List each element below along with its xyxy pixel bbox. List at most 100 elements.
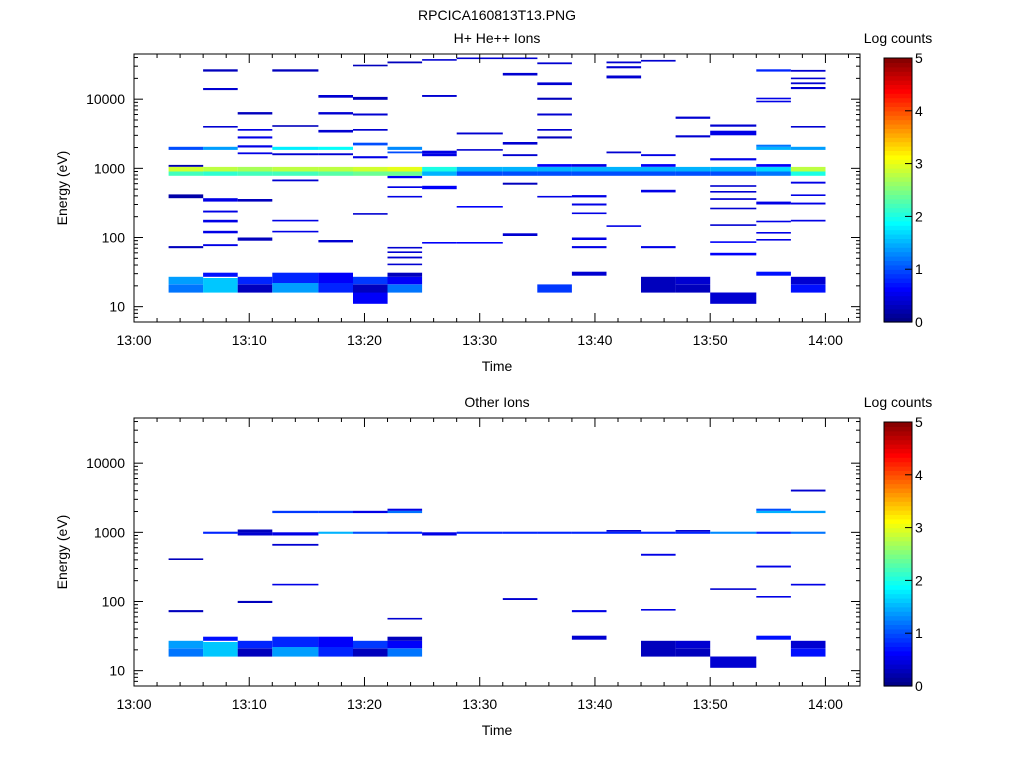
heatmap-cell [790, 489, 826, 492]
colorbar-tick-label: 2 [915, 208, 923, 224]
heatmap-cell [571, 203, 607, 206]
heatmap-cell [710, 124, 757, 127]
heatmap-cell [272, 166, 319, 172]
heatmap-cell [237, 237, 273, 241]
heatmap-cell [537, 62, 572, 65]
colorbar-segment [884, 611, 912, 617]
colorbar-segment [884, 198, 912, 204]
colorbar-segment [884, 628, 912, 634]
x-tick-label: 13:20 [347, 332, 382, 348]
heatmap-cell [387, 186, 423, 188]
heatmap-cell [237, 171, 273, 176]
heatmap-cells [168, 57, 826, 304]
colorbar-segment [884, 461, 912, 467]
heatmap-cell [537, 113, 572, 116]
heatmap-cell [710, 185, 757, 187]
heatmap-cell [318, 153, 353, 156]
heatmap-cell [168, 171, 204, 176]
heatmap-cell [675, 166, 711, 172]
colorbar-tick-label: 5 [915, 50, 923, 66]
colorbar-segment [884, 308, 912, 314]
panel-title: Other Ions [464, 394, 529, 410]
heatmap-cell [606, 166, 642, 172]
colorbar-segment [884, 659, 912, 665]
colorbar-segment [884, 606, 912, 612]
colorbar-segment [884, 584, 912, 590]
y-axis-label: Energy (eV) [54, 515, 70, 590]
colorbar-segment [884, 159, 912, 165]
heatmap-cell [387, 146, 423, 150]
heatmap-cell [387, 510, 423, 514]
colorbar-tick-label: 0 [915, 314, 923, 330]
heatmap-cell [571, 164, 607, 167]
colorbar-segment [884, 168, 912, 173]
x-axis-label: Time [482, 358, 513, 374]
heatmap-cell [756, 171, 791, 176]
heatmap-cell [756, 239, 791, 241]
colorbar-segment [884, 448, 912, 454]
x-tick-label: 14:00 [808, 332, 843, 348]
heatmap-cell [537, 97, 572, 100]
heatmap-cell [387, 640, 423, 649]
colorbar-segment [884, 247, 912, 253]
colorbar-segment [884, 615, 912, 621]
heatmap-cell [272, 230, 319, 233]
heatmap-cell [641, 59, 676, 62]
heatmap-cell [387, 195, 423, 198]
colorbar-segment [884, 488, 912, 493]
heatmap-cell [790, 510, 826, 514]
colorbar-segment [884, 492, 912, 498]
heatmap-cell [168, 610, 204, 613]
colorbar-segment [884, 264, 912, 270]
heatmap-cell [387, 246, 423, 249]
colorbar-segment [884, 212, 912, 217]
heatmap-cell [387, 284, 423, 293]
colorbar-segment [884, 598, 912, 603]
colorbar-segment [884, 549, 912, 555]
heatmap-cell [456, 132, 503, 135]
heatmap-cell [203, 146, 238, 150]
colorbar-segment [884, 317, 912, 323]
heatmap-cell [203, 642, 238, 657]
colorbar-segment [884, 554, 912, 559]
heatmap-cell [641, 171, 676, 176]
heatmap-cell [502, 72, 538, 76]
colorbar-tick-label: 2 [915, 572, 923, 588]
heatmap-cell [675, 648, 711, 657]
heatmap-cell [502, 171, 538, 176]
heatmap-cell [168, 558, 204, 560]
colorbar-segment [884, 576, 912, 581]
heatmap-cell [237, 284, 273, 293]
heatmap-cell [387, 61, 423, 64]
x-tick-label: 13:50 [693, 332, 728, 348]
heatmap-cell [168, 284, 204, 293]
colorbar-segment [884, 295, 912, 301]
heatmap-cell [318, 95, 353, 98]
heatmap-cell [641, 164, 676, 167]
heatmap-cell [675, 171, 711, 176]
heatmap-cell [537, 82, 572, 86]
heatmap-cell [237, 199, 273, 202]
y-tick-label: 10000 [86, 91, 125, 107]
colorbar-segment [884, 444, 912, 449]
x-tick-label: 13:00 [116, 332, 151, 348]
colorbar-tick-label: 1 [915, 625, 923, 641]
heatmap-cell [272, 219, 319, 222]
heatmap-cell [272, 125, 319, 127]
heatmap-cell [675, 135, 711, 138]
heatmap-cell [537, 136, 572, 139]
colorbar-tick-label: 5 [915, 414, 923, 430]
colorbar-segment [884, 273, 912, 279]
colorbar-segment [884, 58, 912, 63]
x-tick-label: 13:00 [116, 696, 151, 712]
colorbar-segment [884, 229, 912, 235]
heatmap-cell [353, 64, 388, 67]
heatmap-cell [237, 276, 273, 285]
colorbar-segment [884, 523, 912, 529]
colorbar-segment [884, 234, 912, 239]
heatmap-cell [537, 531, 572, 534]
heatmap-cell [387, 171, 423, 176]
heatmap-cell [422, 242, 457, 244]
colorbar-segment [884, 119, 912, 125]
colorbar-segment [884, 256, 912, 261]
